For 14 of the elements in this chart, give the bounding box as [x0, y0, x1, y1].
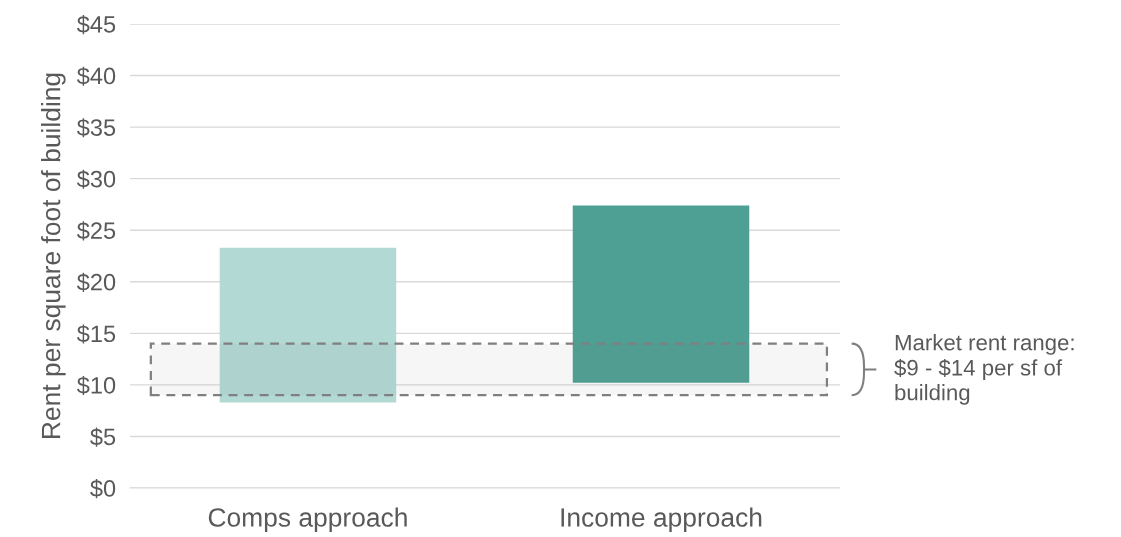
y-tick-label: $0 [90, 479, 116, 499]
y-tick-label: $15 [76, 324, 116, 344]
x-tick-label: Comps approach [208, 507, 407, 533]
y-axis-title: Rent per square foot of building [41, 73, 66, 438]
y-tick-label: $30 [76, 169, 116, 189]
y-tick-label: $20 [76, 272, 116, 292]
band-label: Market rent range: $9 - $14 per sf of building [894, 334, 1074, 405]
x-tick-label: Income approach [561, 507, 762, 533]
y-tick-label: $35 [76, 118, 116, 138]
y-tick-label: $10 [76, 375, 116, 396]
y-tick-label: $5 [90, 427, 116, 447]
y-tick-label: $40 [76, 66, 116, 86]
y-tick-label: $25 [76, 221, 116, 241]
y-tick-label: $45 [76, 15, 116, 35]
